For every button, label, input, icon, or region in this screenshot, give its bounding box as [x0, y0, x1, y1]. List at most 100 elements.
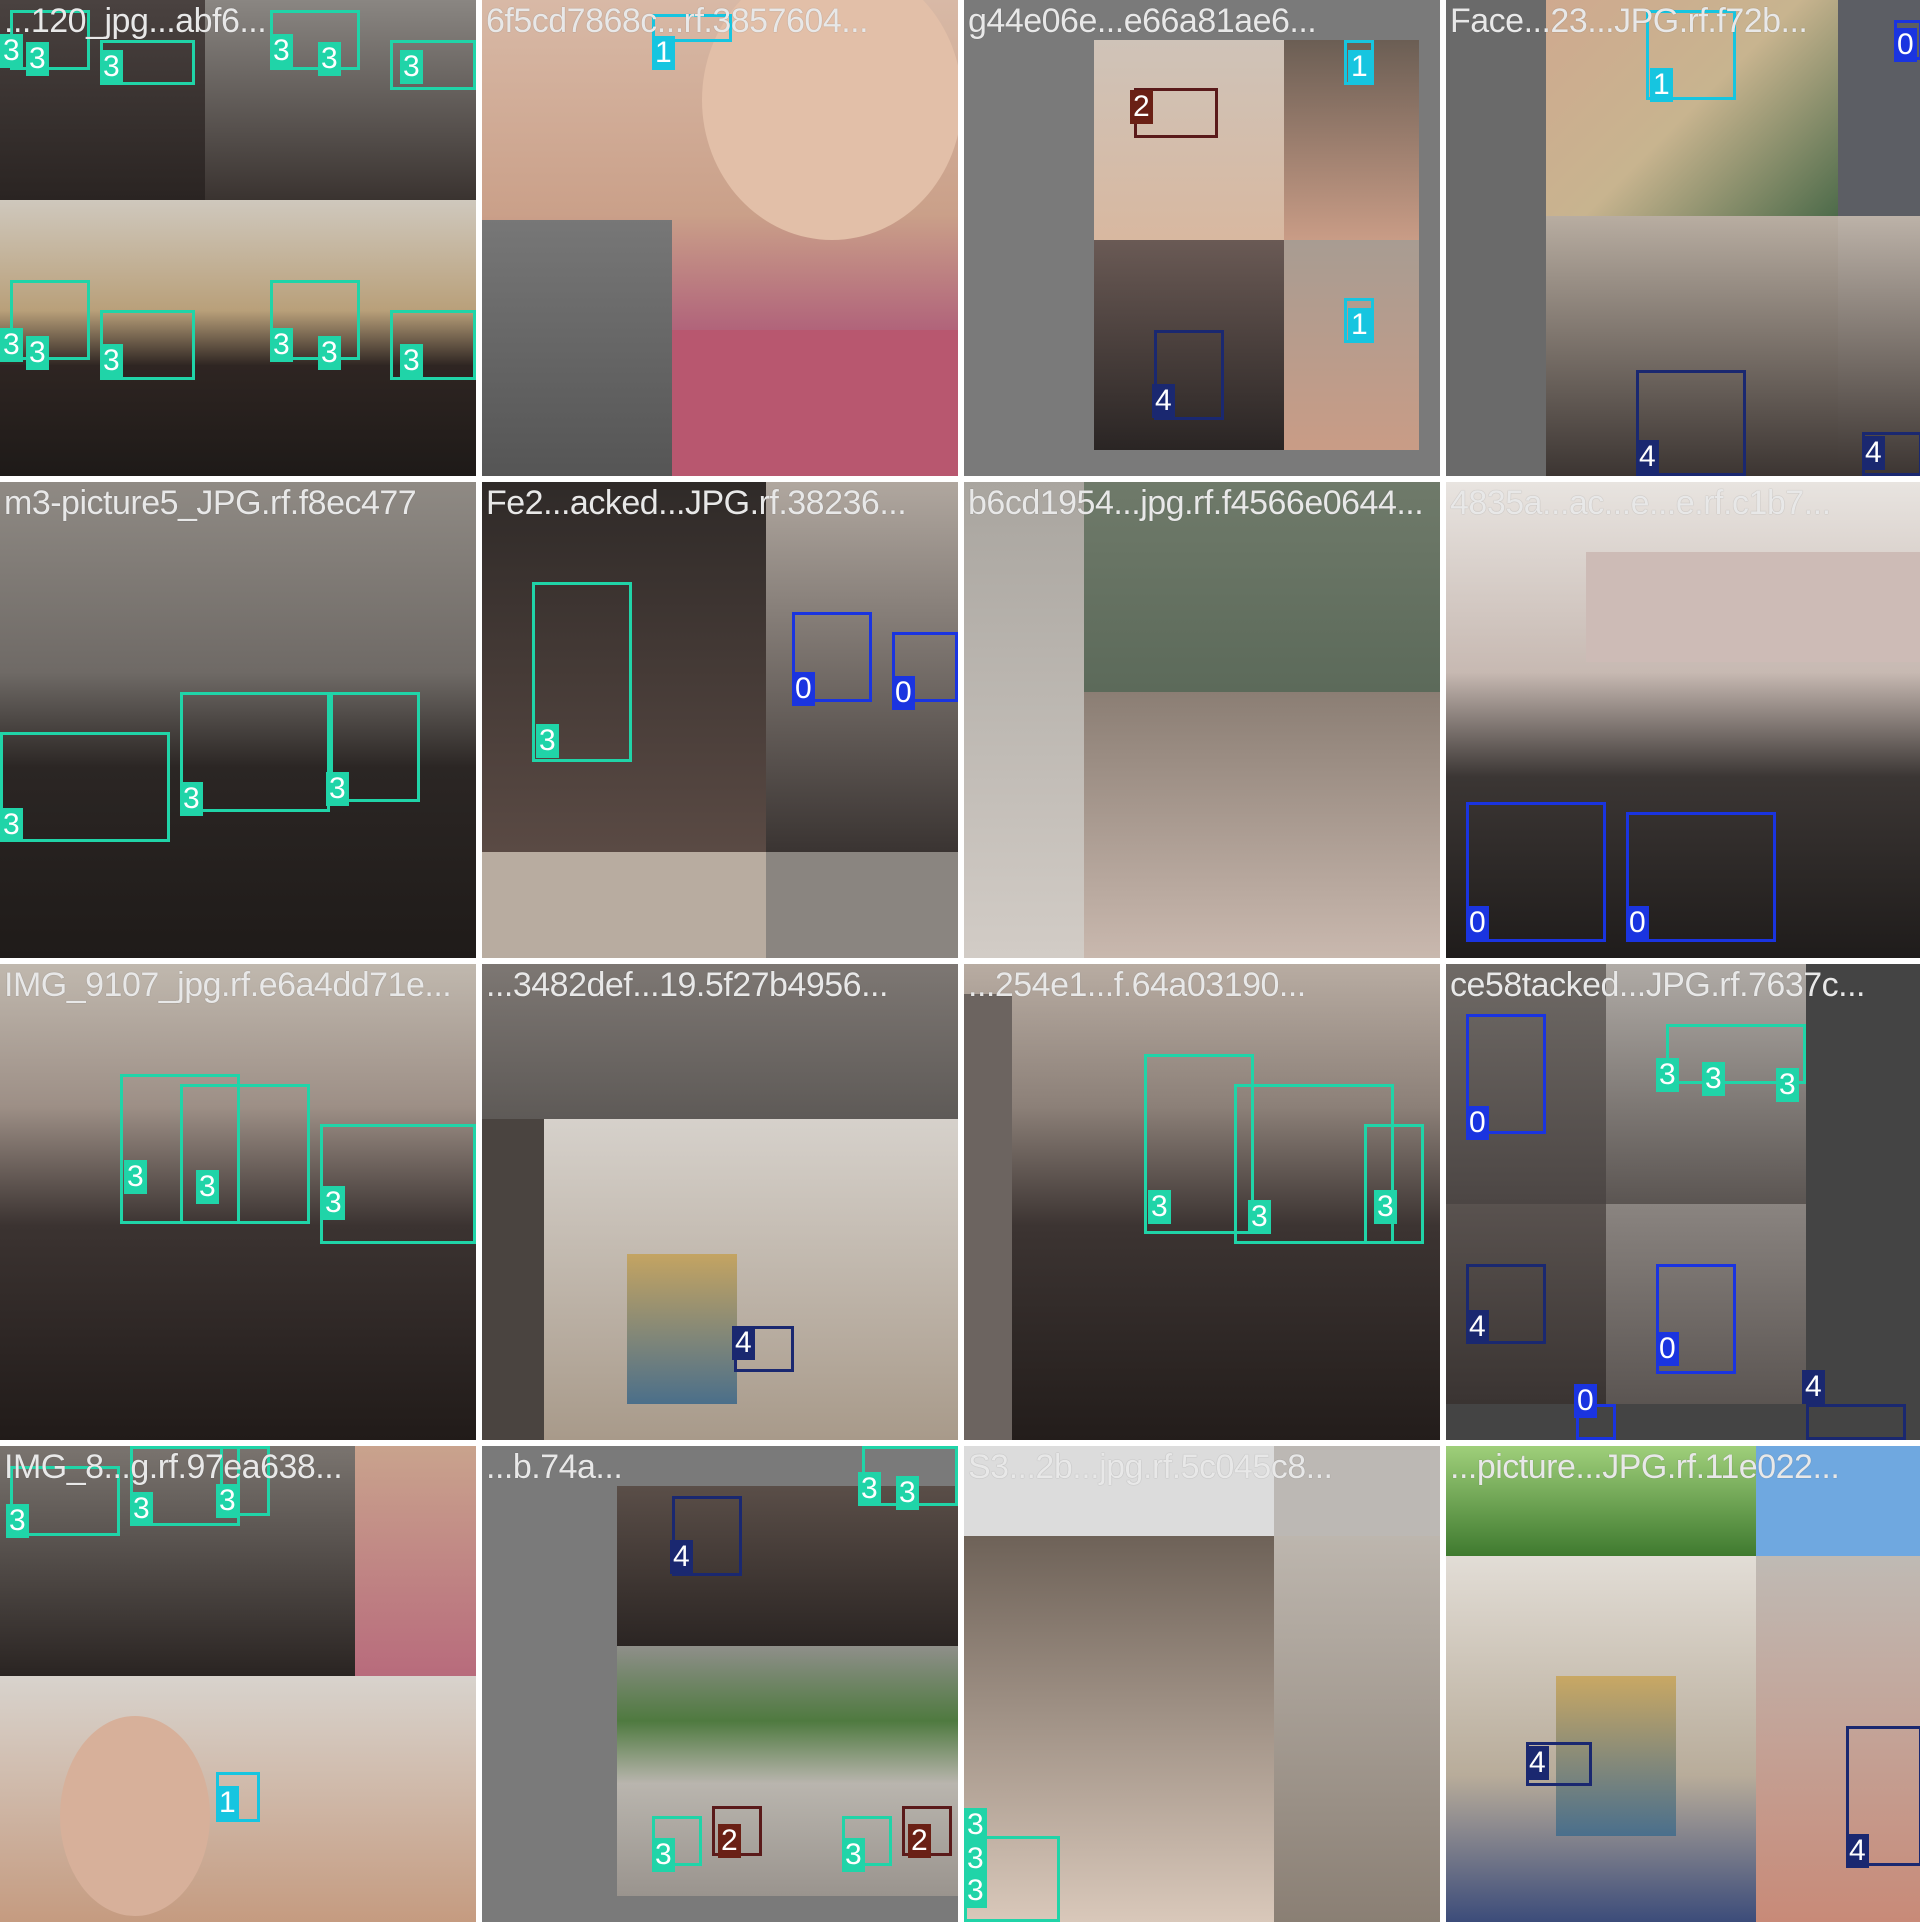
bbox-class0: [1626, 812, 1776, 942]
class-label: 0: [1466, 906, 1489, 940]
class-label: 3: [270, 328, 293, 362]
bbox-class0: [792, 612, 872, 702]
bbox-class1: [652, 14, 732, 42]
mosaic-tile: ce58tacked...JPG.rf.7637c... 0 3 3 3 4 0…: [1446, 964, 1920, 1440]
class-label: 3: [318, 42, 341, 76]
class-label: 2: [908, 1824, 931, 1858]
tile-filename: ...3482def...19.5f27b4956...: [486, 966, 888, 1004]
class-label: 3: [270, 34, 293, 68]
class-label: 3: [0, 328, 23, 362]
tile-filename: S3...2b...jpg.rf.5c045c8...: [968, 1448, 1333, 1486]
class-label: 4: [1862, 436, 1885, 470]
class-label: 3: [124, 1160, 147, 1194]
bbox-class3: [10, 280, 90, 360]
class-label: 0: [1574, 1384, 1597, 1418]
class-label: 4: [1846, 1834, 1869, 1868]
bbox-class4: [1636, 370, 1746, 476]
class-label: 3: [964, 1874, 987, 1908]
class-label: 0: [1894, 28, 1917, 62]
mosaic-tile: Fe2...acked...JPG.rf.38236... 3 0 0: [482, 482, 958, 958]
class-label: 3: [100, 50, 123, 84]
class-label: 4: [670, 1540, 693, 1574]
class-label: 3: [6, 1504, 29, 1538]
tile-filename: ...b.74a...: [486, 1448, 623, 1486]
class-label: 3: [536, 724, 559, 758]
bbox-class4: [672, 1496, 742, 1576]
bbox-class0: [1466, 802, 1606, 942]
mosaic-tile: ...3482def...19.5f27b4956... 4: [482, 964, 958, 1440]
tile-filename: ce58tacked...JPG.rf.7637c...: [1450, 966, 1866, 1004]
class-label: 3: [1776, 1068, 1799, 1102]
mosaic-tile: ...120_jpg...abf6... 3 3 3 3 3 3 3 3 3 3…: [0, 0, 476, 476]
bbox-class0: [892, 632, 958, 702]
bbox-class4: [1806, 1404, 1906, 1440]
class-label: 3: [400, 344, 423, 378]
tile-filename: ...120_jpg...abf6...: [4, 2, 267, 40]
mosaic-tile: 6f5cd7868c...rf.3857604... 1: [482, 0, 958, 476]
class-label: 1: [216, 1786, 239, 1820]
bbox-class3: [320, 1124, 476, 1244]
class-label: 0: [1626, 906, 1649, 940]
class-label: 3: [1148, 1190, 1171, 1224]
bbox-class3: [180, 692, 330, 812]
tile-filename: 6f5cd7868c...rf.3857604...: [486, 2, 869, 40]
bbox-class0: [1466, 1014, 1546, 1134]
class-label: 3: [652, 1838, 675, 1872]
bbox-class0: [1656, 1264, 1736, 1374]
bbox-class3: [330, 692, 420, 802]
class-label: 3: [326, 772, 349, 806]
class-label: 3: [400, 50, 423, 84]
class-label: 3: [26, 42, 49, 76]
class-label: 3: [216, 1484, 239, 1518]
bbox-class3: [0, 732, 170, 842]
class-label: 1: [1650, 68, 1673, 102]
mosaic-tile: ...picture...JPG.rf.11e022... 4 4: [1446, 1446, 1920, 1922]
bbox-class3: [1234, 1084, 1394, 1244]
class-label: 3: [26, 336, 49, 370]
mosaic-tile: IMG_8...g.rf.97ea638... 3 3 3 1: [0, 1446, 476, 1922]
tile-filename: m3-picture5_JPG.rf.f8ec477: [4, 484, 417, 522]
bbox-class3: [10, 1466, 120, 1536]
class-label: 4: [732, 1326, 755, 1360]
tile-filename: Face...23...JPG.rf.f72b...: [1450, 2, 1808, 40]
mosaic-tile: 4835a...ac...e...e.rf.c1b7... 0 0: [1446, 482, 1920, 958]
class-label: 3: [842, 1838, 865, 1872]
tile-filename: 4835a...ac...e...e.rf.c1b7...: [1450, 484, 1831, 522]
class-label: 4: [1802, 1370, 1825, 1404]
class-label: 0: [1466, 1106, 1489, 1140]
mosaic-tile: S3...2b...jpg.rf.5c045c8... 3 3 3: [964, 1446, 1440, 1922]
bbox-class3: [1364, 1124, 1424, 1244]
class-label: 1: [1348, 308, 1371, 342]
class-label: 3: [180, 782, 203, 816]
class-label: 3: [130, 1492, 153, 1526]
class-label: 0: [892, 676, 915, 710]
bbox-class3: [390, 40, 476, 90]
tile-filename: g44e06e...e66a81ae6...: [968, 2, 1317, 40]
class-label: 3: [1656, 1058, 1679, 1092]
class-label: 2: [1130, 90, 1153, 124]
mosaic-tile: g44e06e...e66a81ae6... 2 1 4 1: [964, 0, 1440, 476]
tile-filename: IMG_9107_jpg.rf.e6a4dd71e...: [4, 966, 452, 1004]
class-label: 4: [1526, 1746, 1549, 1780]
class-label: 0: [792, 672, 815, 706]
mosaic-tile: IMG_9107_jpg.rf.e6a4dd71e... 3 3 3: [0, 964, 476, 1440]
class-label: 0: [1656, 1332, 1679, 1366]
class-label: 3: [858, 1472, 881, 1506]
class-label: 3: [322, 1186, 345, 1220]
bbox-class4: [1466, 1264, 1546, 1344]
bbox-class3: [1144, 1054, 1254, 1234]
class-label: 3: [1248, 1200, 1271, 1234]
bbox-class3: [220, 1446, 270, 1516]
class-label: 3: [1374, 1190, 1397, 1224]
class-label: 3: [196, 1170, 219, 1204]
mosaic-tile: ...254e1...f.64a03190... 3 3 3: [964, 964, 1440, 1440]
class-label: 3: [964, 1842, 987, 1876]
mosaic-tile: m3-picture5_JPG.rf.f8ec477 3 3 3: [0, 482, 476, 958]
class-label: 4: [1152, 384, 1175, 418]
bbox-class3: [180, 1084, 310, 1224]
bbox-class3: [390, 310, 476, 380]
bbox-class3: [1666, 1024, 1806, 1084]
class-label: 4: [1466, 1310, 1489, 1344]
bbox-class3: [270, 280, 360, 360]
